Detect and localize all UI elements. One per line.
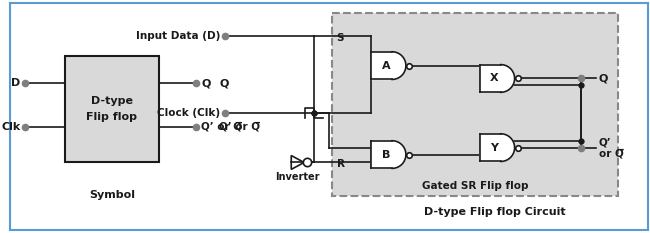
FancyBboxPatch shape	[65, 56, 159, 162]
Text: Q’ or Q̅: Q’ or Q̅	[202, 122, 242, 132]
Text: A: A	[382, 61, 390, 71]
Text: D: D	[11, 78, 20, 88]
Text: R: R	[337, 159, 344, 169]
Text: Q: Q	[599, 73, 608, 83]
FancyBboxPatch shape	[332, 13, 618, 196]
Text: X: X	[490, 73, 499, 83]
Polygon shape	[371, 52, 406, 79]
Text: Q: Q	[219, 78, 229, 88]
Text: Clk: Clk	[1, 122, 20, 132]
Text: D-type Flip flop Circuit: D-type Flip flop Circuit	[424, 207, 566, 217]
Text: B: B	[382, 150, 390, 160]
Polygon shape	[371, 141, 406, 168]
Text: S: S	[337, 33, 344, 43]
Text: Symbol: Symbol	[89, 190, 135, 200]
Polygon shape	[480, 65, 515, 92]
Text: Q: Q	[202, 78, 211, 88]
Text: or Q̅: or Q̅	[599, 149, 623, 159]
Text: Input Data (D): Input Data (D)	[136, 31, 220, 41]
FancyBboxPatch shape	[10, 3, 648, 230]
Text: Flip flop: Flip flop	[86, 112, 137, 122]
Polygon shape	[480, 134, 515, 161]
Text: Q’ or Q̅: Q’ or Q̅	[219, 122, 260, 132]
Text: Inverter: Inverter	[276, 172, 320, 182]
Text: Q’: Q’	[599, 138, 611, 148]
Text: Clock (Clk): Clock (Clk)	[157, 108, 220, 118]
Text: Gated SR Flip flop: Gated SR Flip flop	[422, 181, 528, 191]
Text: D-type: D-type	[91, 96, 133, 106]
Text: Y: Y	[491, 143, 499, 153]
